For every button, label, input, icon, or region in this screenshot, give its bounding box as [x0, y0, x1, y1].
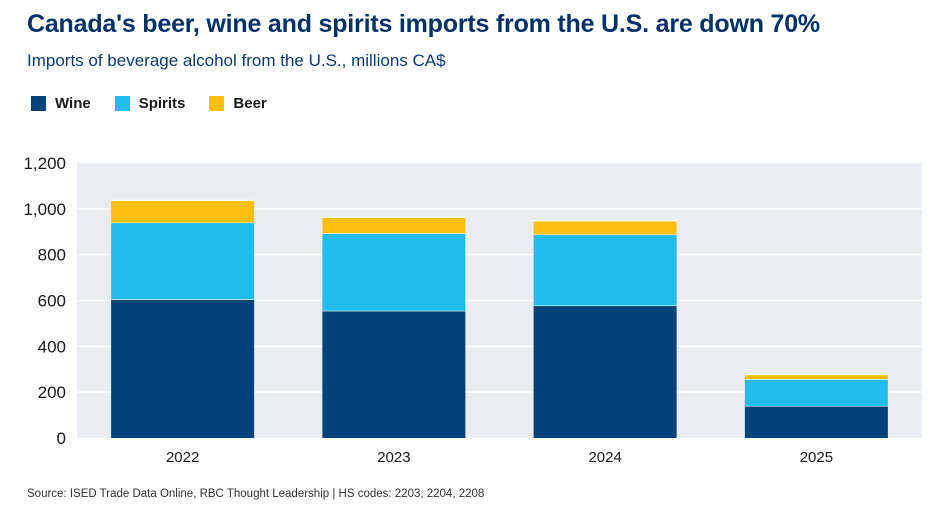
y-tick-label: 1,000 [23, 200, 66, 219]
x-tick-label-2024: 2024 [588, 449, 621, 466]
source-note: Source: ISED Trade Data Online, RBC Thou… [27, 488, 485, 500]
bar-beer-2022 [111, 200, 255, 223]
bar-spirits-2024 [533, 234, 677, 306]
legend-item-wine: Wine [31, 95, 91, 112]
legend-swatch-spirits [114, 96, 130, 111]
bar-wine-2022 [111, 299, 255, 438]
bar-wine-2024 [533, 305, 677, 438]
bar-beer-2024 [533, 220, 677, 235]
bar-wine-2023 [322, 310, 466, 438]
bar-beer-2023 [322, 217, 466, 234]
y-tick-label: 200 [38, 383, 66, 402]
chart-subtitle: Imports of beverage alcohol from the U.S… [27, 51, 446, 70]
bar-beer-2025 [744, 374, 888, 380]
y-tick-label: 400 [38, 337, 66, 356]
bar-spirits-2022 [111, 222, 255, 300]
y-tick-label: 800 [38, 246, 66, 265]
legend-label-wine: Wine [55, 95, 91, 112]
y-tick-label: 600 [38, 292, 66, 311]
legend-label-beer: Beer [233, 95, 267, 112]
legend-label-spirits: Spirits [138, 95, 186, 112]
legend-item-beer: Beer [209, 95, 267, 112]
y-tick-label: 0 [57, 429, 66, 448]
bar-spirits-2025 [744, 379, 888, 406]
bar-wine-2025 [744, 405, 888, 438]
x-tick-label-2023: 2023 [377, 449, 410, 466]
legend-swatch-wine [31, 96, 46, 111]
y-tick-label: 1,200 [23, 154, 66, 173]
chart-title: Canada's beer, wine and spirits imports … [27, 10, 820, 38]
legend: Wine Spirits Beer [31, 95, 267, 112]
bar-spirits-2023 [322, 233, 466, 311]
x-tick-label-2022: 2022 [166, 449, 199, 466]
x-tick-label-2025: 2025 [800, 449, 833, 466]
stacked-bar-chart: 0 200 400 600 800 1,000 1,200 2022 2023 2024 2025 [23, 154, 922, 466]
legend-item-spirits: Spirits [114, 95, 186, 112]
legend-swatch-beer [209, 96, 225, 111]
